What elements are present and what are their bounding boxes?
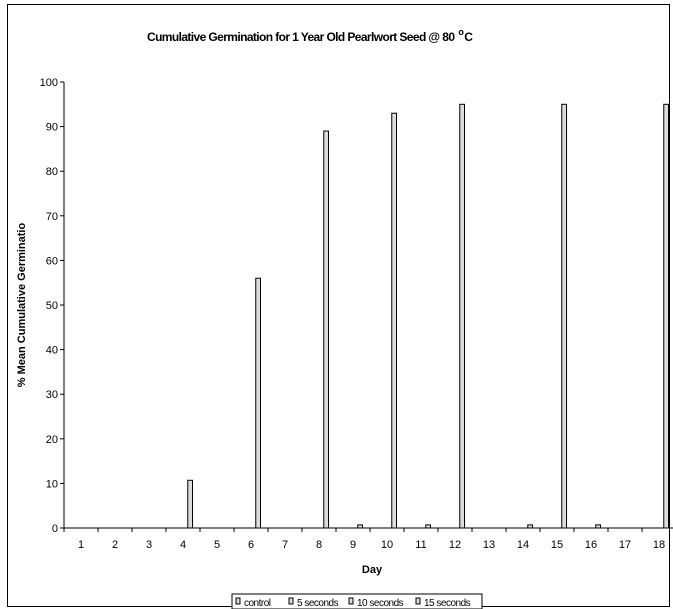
y-tick-label: 50 [46, 300, 58, 312]
legend-swatch [235, 597, 241, 605]
chart-title-unit: C [464, 30, 473, 44]
bar [425, 524, 432, 529]
x-tick-label: 10 [381, 539, 393, 551]
y-tick-label: 30 [46, 389, 58, 401]
x-tick-label: 1 [78, 539, 84, 551]
x-tick-label: 16 [585, 539, 597, 551]
y-tick-label: 100 [40, 77, 58, 89]
x-tick-label: 14 [517, 539, 529, 551]
y-tick-label: 40 [46, 345, 58, 357]
y-tick-label: 10 [46, 478, 58, 490]
legend: control 5 seconds 10 seconds 15 seconds [231, 593, 483, 609]
bar [663, 103, 670, 529]
x-tick-label: 15 [551, 539, 563, 551]
x-tick-label: 8 [316, 539, 322, 551]
legend-label: 15 seconds [424, 598, 471, 609]
legend-swatch [348, 597, 354, 605]
bar [187, 479, 194, 529]
legend-label: control [244, 598, 271, 609]
y-tick-label: 20 [46, 434, 58, 446]
bar [595, 524, 602, 529]
legend-label: 10 seconds [357, 598, 404, 609]
x-tick-label: 6 [248, 539, 254, 551]
bar [459, 103, 466, 529]
x-tick-label: 9 [350, 539, 356, 551]
x-tick-label: 3 [146, 539, 152, 551]
bar [255, 277, 262, 529]
x-axis-label: Day [362, 564, 383, 576]
bar [527, 524, 534, 529]
x-tick-label: 13 [483, 539, 495, 551]
bar [323, 130, 330, 529]
x-tick-label: 12 [449, 539, 461, 551]
x-tick-label: 7 [282, 539, 288, 551]
legend-swatch [288, 597, 294, 605]
legend-swatch [415, 597, 421, 605]
legend-label: 5 seconds [297, 598, 339, 609]
x-tick-label: 5 [214, 539, 220, 551]
y-tick-label: 80 [46, 166, 58, 178]
x-tick-label: 11 [415, 539, 426, 551]
y-axis-label: % Mean Cumulative Germinatio [16, 223, 28, 388]
x-tick-label: 2 [112, 539, 118, 551]
bar [391, 112, 398, 529]
chart-title-main: Cumulative Germination for 1 Year Old Pe… [147, 30, 455, 44]
y-tick-label: 0 [52, 523, 58, 535]
y-tick-label: 70 [46, 211, 58, 223]
bar [357, 524, 364, 529]
y-tick-label: 90 [46, 122, 58, 134]
chart-title: Cumulative Germination for 1 Year Old Pe… [147, 27, 473, 44]
x-tick-label: 18 [653, 539, 665, 551]
x-tick-label: 4 [180, 539, 186, 551]
chart-title-degree: o [458, 27, 464, 37]
y-tick-label: 60 [46, 255, 58, 267]
x-tick-label: 17 [619, 539, 631, 551]
bar [561, 103, 568, 529]
